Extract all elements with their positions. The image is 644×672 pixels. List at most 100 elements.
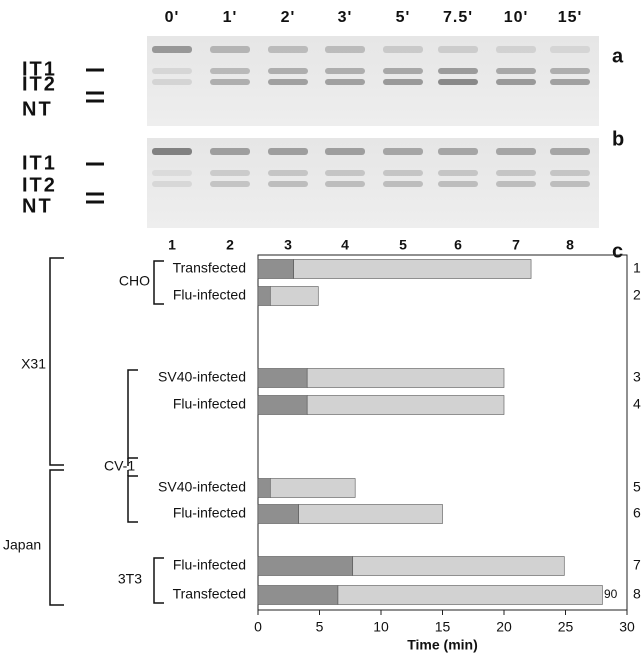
x-tick-label: 15 (435, 619, 451, 635)
category-label: Flu-infected (173, 396, 246, 412)
bar-segment (257, 368, 308, 388)
bar-segment (257, 585, 339, 605)
gel-band (438, 68, 478, 74)
row-number: 5 (633, 479, 641, 495)
lane-number: 3 (284, 237, 292, 253)
gel-band (268, 148, 308, 155)
gel-band (438, 148, 478, 155)
bar-segment (269, 478, 356, 498)
gel-band (550, 170, 590, 176)
category-label: Flu-infected (173, 287, 246, 303)
bracket (127, 369, 138, 459)
band-label: IT2 (22, 73, 57, 95)
gel-band (496, 68, 536, 74)
lane-number: 1 (168, 237, 176, 253)
cell-label: 3T3 (118, 571, 142, 587)
x-tick-label: 25 (558, 619, 574, 635)
band-label: NT (22, 98, 53, 120)
gel-band (210, 181, 250, 187)
gel-band (210, 148, 250, 155)
bar-segment (337, 585, 603, 605)
bracket (153, 260, 164, 305)
gel-band (268, 46, 308, 53)
band-label: IT1 (22, 58, 57, 80)
category-label: SV40-infected (158, 369, 246, 385)
gel-band (210, 68, 250, 74)
row-number: 8 (633, 586, 641, 602)
category-label: Flu-infected (173, 557, 246, 573)
bracket (49, 469, 64, 606)
row-number: 4 (633, 396, 641, 412)
x-tick-label: 20 (496, 619, 512, 635)
gel-band (210, 170, 250, 176)
panel-letter: b (612, 128, 626, 150)
lane-number: 4 (341, 237, 349, 253)
lane-header: 7.5' (443, 9, 473, 26)
lane-header: 3' (338, 9, 353, 26)
bracket (153, 557, 164, 604)
band-label: NT (22, 195, 53, 217)
gel-band (210, 79, 250, 85)
gel-band (438, 79, 478, 85)
bar-segment (257, 259, 294, 279)
bar-segment (269, 286, 319, 306)
gel-band (325, 148, 365, 155)
gel-band (550, 148, 590, 155)
gel-band (496, 148, 536, 155)
x-tick-label: 30 (619, 619, 635, 635)
category-label: SV40-infected (158, 479, 246, 495)
gel-band (383, 170, 423, 176)
bar-segment (257, 395, 308, 415)
category-label: Flu-infected (173, 505, 246, 521)
lane-header: 10' (504, 9, 529, 26)
gel-band (550, 46, 590, 53)
category-label: Transfected (173, 260, 246, 276)
lane-header: 0' (165, 9, 180, 26)
gel-band (383, 181, 423, 187)
bar-segment (306, 368, 505, 388)
gel-band (325, 68, 365, 74)
gel-band (268, 68, 308, 74)
category-label: Transfected (173, 586, 246, 602)
lane-header: 1' (223, 9, 238, 26)
gel-band (496, 46, 536, 53)
bracket (49, 257, 64, 466)
gel-band (383, 46, 423, 53)
panel-letter: a (612, 45, 625, 67)
cell-label: CHO (119, 273, 150, 289)
lane-header: 2' (281, 9, 296, 26)
band-label: IT1 (22, 152, 57, 174)
bar-segment (352, 556, 565, 576)
gel-band (550, 181, 590, 187)
bar-segment (306, 395, 505, 415)
gel-band (325, 46, 365, 53)
gel-band (152, 181, 192, 187)
bar-segment (257, 478, 271, 498)
gel-band (325, 170, 365, 176)
row-number: 3 (633, 369, 641, 385)
gel-band (438, 170, 478, 176)
row-number: 2 (633, 287, 641, 303)
x-axis-label: Time (min) (407, 637, 478, 653)
gel-band (550, 79, 590, 85)
gel-band (496, 170, 536, 176)
gel-band (152, 68, 192, 74)
bar-segment (257, 556, 354, 576)
gel-band (152, 46, 192, 53)
gel-band (152, 170, 192, 176)
gel-band (210, 46, 250, 53)
gel-band (268, 79, 308, 85)
x-tick-label: 0 (254, 619, 262, 635)
gel-band (383, 148, 423, 155)
bar-segment (257, 504, 299, 524)
lane-number: 2 (226, 237, 234, 253)
virus-label: X31 (21, 356, 46, 372)
bar-segment (293, 259, 532, 279)
gel-band (152, 148, 192, 155)
annotation: 90 (604, 587, 618, 601)
lane-number: 6 (454, 237, 462, 253)
gel-band (383, 79, 423, 85)
gel-band (550, 68, 590, 74)
gel-band (383, 68, 423, 74)
gel-band (268, 181, 308, 187)
